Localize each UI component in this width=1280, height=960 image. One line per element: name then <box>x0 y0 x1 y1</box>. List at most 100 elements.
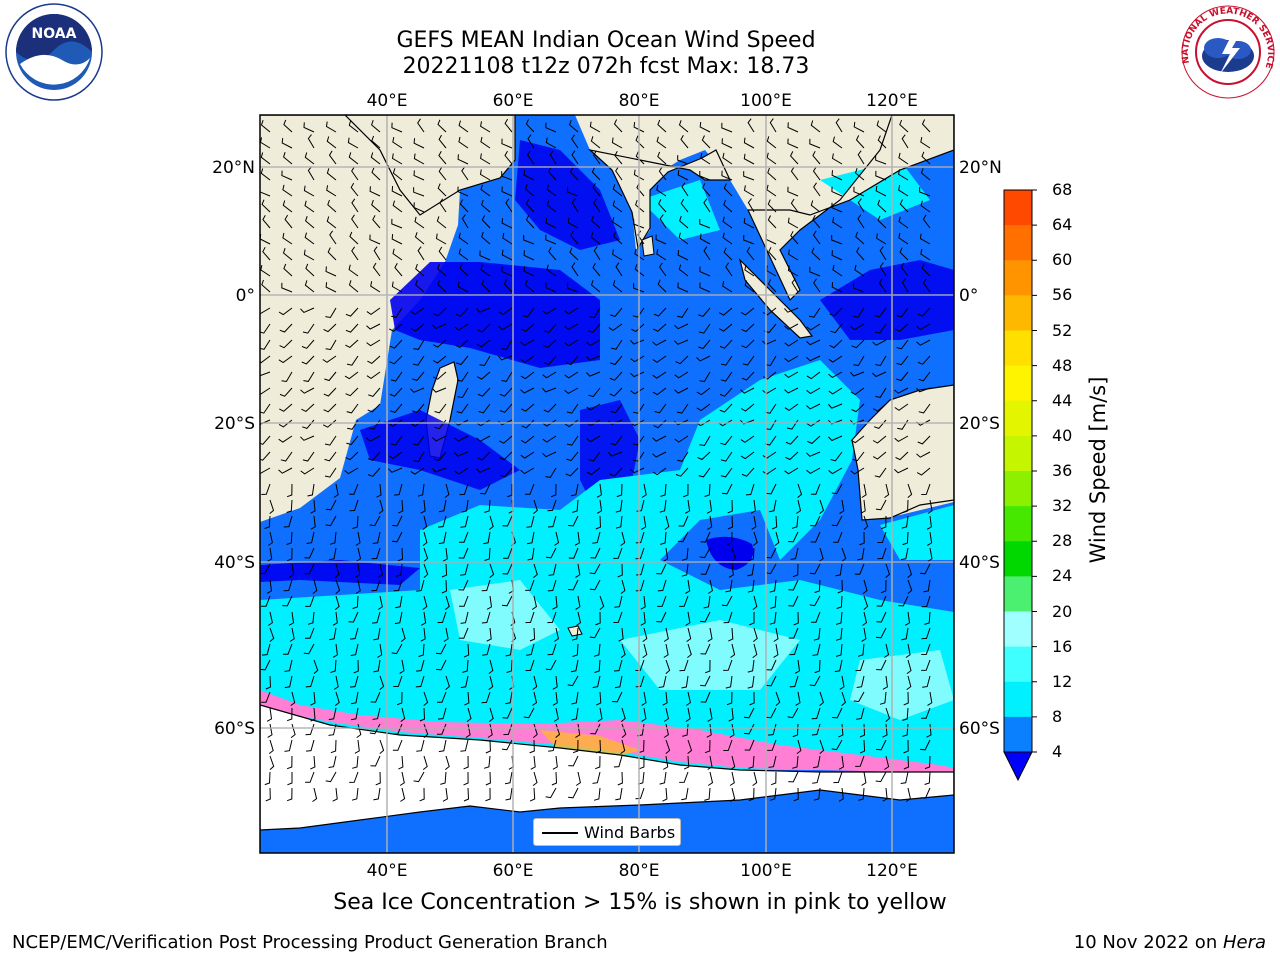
wind-barb <box>480 264 491 277</box>
wind-barb <box>351 707 359 721</box>
wind-barb <box>740 307 755 316</box>
wind-barb <box>410 307 425 315</box>
wind-barb <box>707 755 713 770</box>
wind-barb <box>348 280 359 293</box>
wind-barb <box>389 355 403 365</box>
wind-barb <box>899 119 909 133</box>
wind-barbs-legend: Wind Barbs <box>533 818 681 846</box>
wind-barb <box>261 595 271 607</box>
wind-barb <box>302 451 315 462</box>
wind-barb <box>281 371 293 383</box>
wind-barb <box>877 547 887 560</box>
wind-barb <box>479 355 491 367</box>
wind-barb <box>476 371 491 380</box>
wind-barb <box>657 279 667 293</box>
wind-barb <box>855 755 865 767</box>
wind-barb <box>595 739 602 754</box>
wind-barb <box>413 153 425 165</box>
wind-barb <box>746 246 755 261</box>
wind-barb <box>875 355 887 367</box>
wind-barb <box>571 150 579 165</box>
wind-barb <box>286 707 293 722</box>
wind-barb <box>505 691 513 705</box>
wind-barb <box>916 387 931 393</box>
wind-barb <box>390 435 403 446</box>
wind-barb <box>571 134 579 149</box>
wind-barb <box>831 153 843 165</box>
wind-barb <box>266 579 273 594</box>
wind-barb <box>586 435 601 443</box>
wind-barb <box>392 137 403 149</box>
wind-barb <box>674 435 689 443</box>
noaa-logo: NOAA <box>5 3 103 101</box>
wind-barb <box>610 435 623 446</box>
wind-barb <box>862 579 868 594</box>
footer-date: 10 Nov 2022 on Hera <box>1074 932 1266 953</box>
wind-barb <box>438 515 447 528</box>
wind-barb <box>351 787 359 801</box>
wind-barb <box>832 217 843 229</box>
wind-barb <box>568 515 579 527</box>
wind-barb <box>900 547 909 561</box>
wind-barb <box>902 707 909 721</box>
wind-barb <box>483 531 491 545</box>
wind-barb <box>740 403 755 412</box>
wind-barb <box>874 323 887 334</box>
colorbar-tick-label: 28 <box>1052 531 1073 551</box>
wind-barb <box>286 787 293 802</box>
wind-barb <box>392 200 403 213</box>
colorbar-tick-label: 12 <box>1052 671 1073 691</box>
wind-barb <box>323 403 337 413</box>
wind-barb <box>660 483 667 497</box>
wind-barb <box>790 198 799 213</box>
wind-barb <box>498 323 513 331</box>
wind-barb <box>344 371 359 380</box>
wind-barb <box>884 643 890 658</box>
wind-barb <box>899 199 909 213</box>
wind-barb <box>479 169 491 181</box>
wind-barb <box>416 659 425 672</box>
calm-zone-mozambique <box>360 410 520 490</box>
wind-barb <box>924 771 931 785</box>
wind-barb <box>784 307 799 313</box>
wind-barb <box>524 184 535 197</box>
wind-barb <box>366 307 381 316</box>
wind-barb <box>744 264 755 277</box>
wind-barb <box>900 262 909 277</box>
wind-barb <box>720 467 733 478</box>
wind-barb <box>377 643 383 658</box>
wind-barb <box>264 771 271 786</box>
wind-barb <box>752 643 758 659</box>
wind-barb <box>391 643 403 655</box>
wind-barb <box>546 184 557 197</box>
wind-barb <box>551 771 558 786</box>
wind-barb <box>831 250 843 261</box>
wind-barb <box>348 483 359 495</box>
wind-barb <box>456 403 469 414</box>
wind-barb <box>613 755 623 768</box>
wind-barb <box>791 278 799 293</box>
wind-barb <box>814 659 821 674</box>
wind-barb <box>793 611 799 626</box>
wind-barb <box>346 355 359 366</box>
wind-barb <box>812 643 821 656</box>
wind-barb <box>588 323 601 333</box>
wind-barb <box>721 483 733 495</box>
wind-barb <box>586 371 601 377</box>
wind-barb <box>905 787 911 802</box>
wind-barb <box>325 515 337 527</box>
wind-barb <box>552 691 558 706</box>
wind-barb <box>906 659 912 674</box>
wind-barb <box>379 739 385 754</box>
wind-barb <box>836 643 843 657</box>
wind-barb <box>828 419 843 425</box>
wind-barb <box>501 339 513 351</box>
wind-barb <box>677 451 689 462</box>
wind-barb <box>789 675 799 688</box>
wind-barb <box>853 355 865 367</box>
wind-barb <box>918 403 931 414</box>
wind-barb <box>854 264 865 277</box>
wind-barb <box>569 247 579 261</box>
wind-barb <box>832 136 843 149</box>
wind-barb <box>329 531 337 545</box>
